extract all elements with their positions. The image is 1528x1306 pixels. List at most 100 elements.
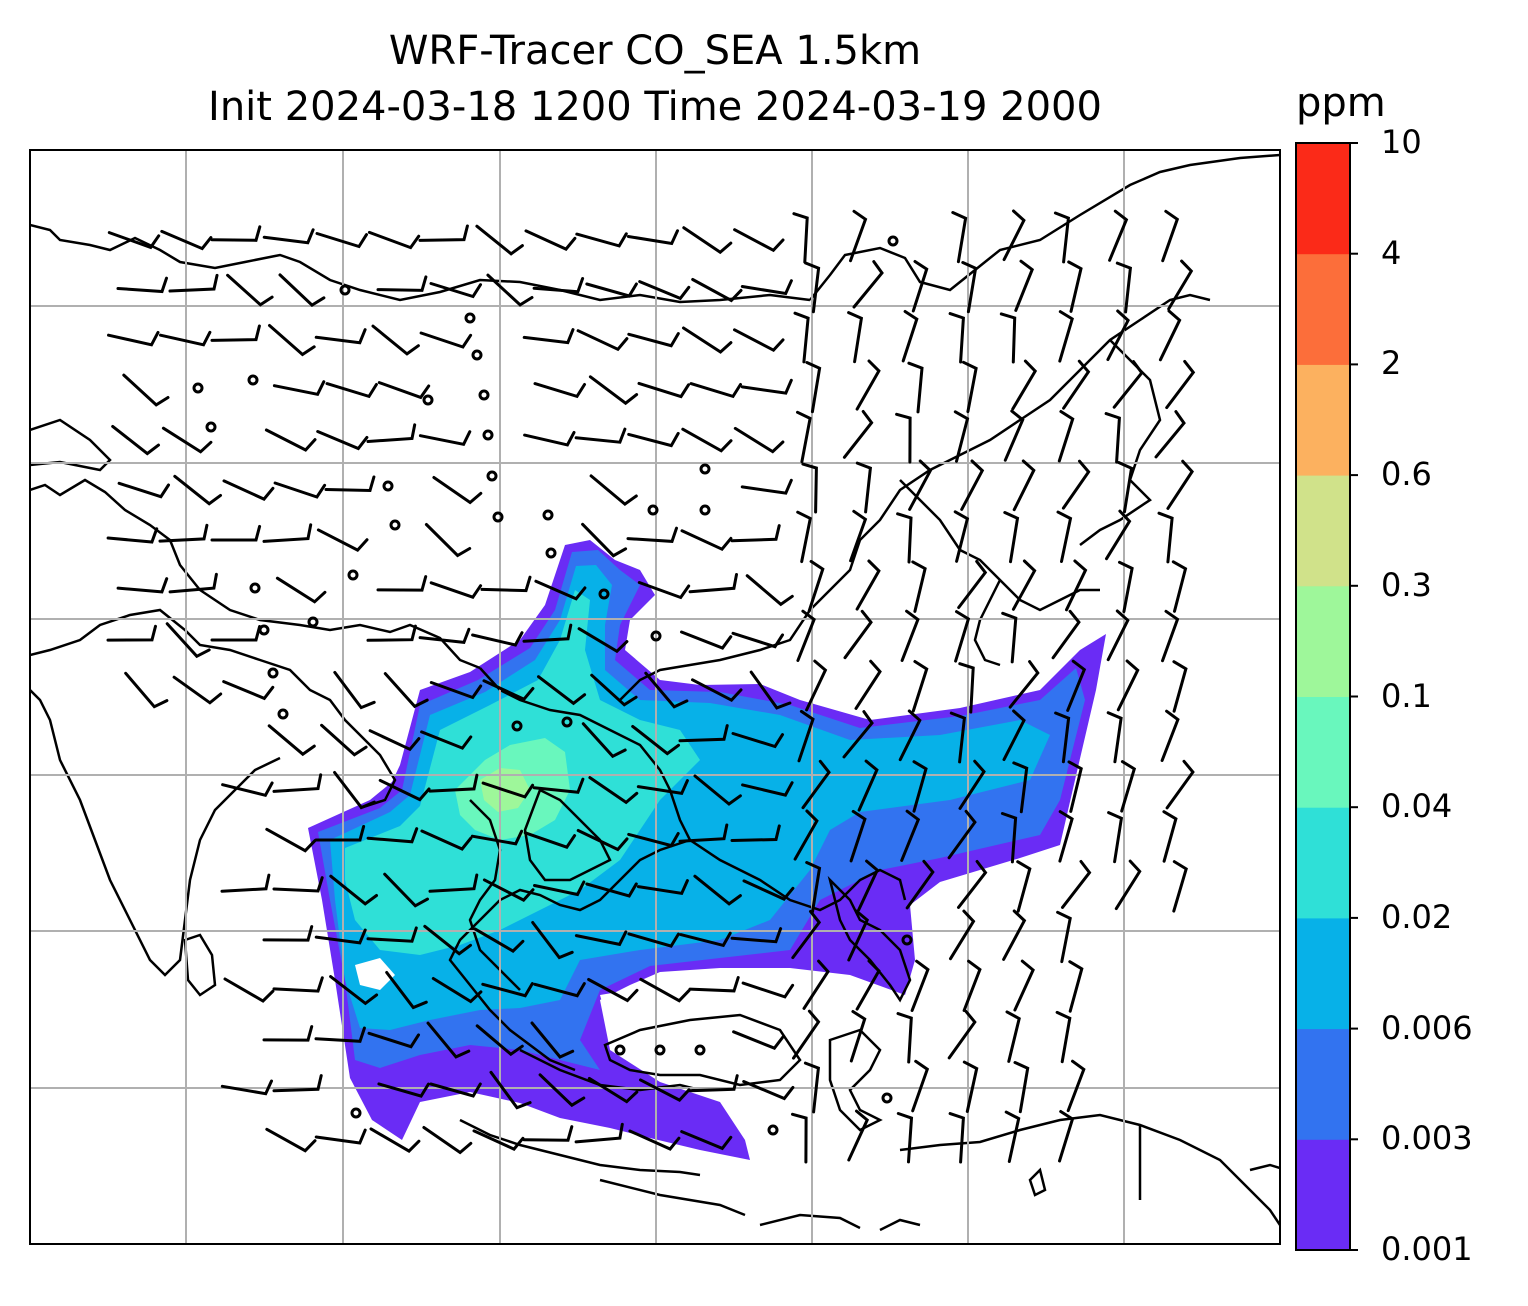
wind-barb	[1012, 459, 1036, 512]
wind-barb	[740, 478, 793, 495]
wind-barb	[522, 1125, 574, 1142]
wind-barb	[691, 678, 743, 703]
wind-barb	[168, 273, 219, 293]
wind-barb	[223, 977, 275, 1003]
wind-barb	[210, 324, 261, 342]
wind-barb	[1106, 309, 1130, 362]
wind-barb	[793, 809, 819, 861]
wind-barb	[681, 427, 733, 453]
wind-barb	[272, 1074, 323, 1093]
wind-barb	[369, 1127, 421, 1153]
wind-barb	[791, 909, 822, 960]
wind-barb	[631, 724, 680, 756]
wind-barb	[1058, 810, 1074, 863]
wind-barb	[855, 359, 881, 411]
wind-barb	[530, 1021, 575, 1059]
calm-wind-circle	[389, 519, 401, 531]
wind-barb	[329, 874, 378, 906]
wind-barb	[905, 859, 935, 910]
wind-barb	[951, 211, 968, 264]
wind-barb	[1112, 360, 1144, 409]
wind-barb	[262, 228, 315, 245]
wind-barb	[852, 260, 884, 309]
wind-barb	[1067, 760, 1083, 813]
wind-barb	[267, 724, 316, 757]
wind-barb	[842, 710, 874, 759]
wind-barb	[958, 662, 975, 714]
calm-wind-circle	[654, 1044, 666, 1056]
colorbar-segment	[1296, 253, 1350, 365]
colorbar-tick-label: 0.04	[1381, 787, 1453, 826]
wind-barb	[1165, 359, 1196, 410]
wind-barb	[1002, 209, 1026, 262]
wind-barb	[731, 631, 784, 649]
wind-barb	[574, 1122, 624, 1144]
chart-title-line2: Init 2024-03-18 1200 Time 2024-03-19 200…	[208, 84, 1102, 130]
wind-barb	[901, 310, 919, 363]
wind-barb	[376, 575, 428, 592]
wind-barb	[805, 361, 822, 414]
wind-barb	[1105, 509, 1132, 561]
wind-barb	[107, 330, 160, 347]
wind-barb	[168, 572, 218, 594]
wind-barb	[742, 1080, 795, 1101]
wind-barb	[325, 382, 378, 399]
wind-barb	[730, 927, 783, 944]
wind-barb	[1003, 511, 1020, 564]
wind-barb	[801, 759, 831, 810]
wind-barb	[160, 229, 213, 251]
wind-barb	[1107, 811, 1124, 864]
wind-barb	[637, 381, 690, 399]
wind-barb	[961, 261, 978, 314]
calm-wind-circle	[482, 429, 494, 441]
wind-barb	[581, 522, 628, 558]
wind-barb	[531, 921, 574, 960]
wind-barb	[275, 576, 327, 604]
wind-barb	[522, 623, 573, 643]
calm-wind-circle	[382, 480, 394, 492]
wind-barb	[377, 1082, 430, 1098]
wind-barb	[911, 260, 929, 313]
wind-barb	[532, 777, 585, 794]
calm-wind-circle	[347, 569, 359, 581]
wind-barb	[688, 976, 740, 993]
wind-barb	[419, 331, 473, 349]
calm-wind-circle	[486, 470, 498, 482]
colorbar-tick-label: 10	[1381, 123, 1422, 161]
wind-barb	[1118, 560, 1134, 614]
wind-barb	[481, 781, 535, 799]
wind-barb	[849, 509, 868, 563]
wind-barb	[1011, 359, 1038, 411]
wind-barb	[732, 1030, 785, 1051]
wind-barb	[680, 630, 733, 650]
colorbar-tick-label: 0.006	[1381, 1008, 1473, 1047]
wind-barb	[807, 559, 825, 613]
wind-barb	[470, 829, 524, 846]
wind-barb	[742, 879, 795, 901]
wind-barb	[333, 771, 376, 810]
wind-barb	[429, 1082, 482, 1098]
wind-barb	[678, 823, 729, 843]
wind-barb	[272, 773, 323, 793]
wind-barb	[420, 829, 473, 851]
wind-barb	[324, 475, 376, 493]
wind-barb	[314, 1128, 367, 1145]
wind-barb	[1172, 860, 1188, 913]
calm-wind-circle	[258, 624, 270, 636]
wind-barb	[1120, 760, 1137, 813]
wind-barb	[947, 1009, 977, 1060]
wind-barb	[383, 872, 429, 908]
wind-barb	[1004, 1110, 1021, 1163]
wind-barb	[745, 574, 794, 607]
wind-barb	[367, 230, 421, 250]
wind-barb	[418, 627, 471, 645]
wind-barb	[533, 382, 586, 399]
wind-barb	[644, 671, 689, 709]
calm-wind-circle	[647, 504, 659, 516]
wind-barb	[523, 831, 577, 849]
wind-barb	[740, 378, 793, 395]
wind-barb	[1172, 660, 1188, 713]
wind-barb	[849, 809, 867, 863]
wind-barb	[116, 276, 168, 294]
